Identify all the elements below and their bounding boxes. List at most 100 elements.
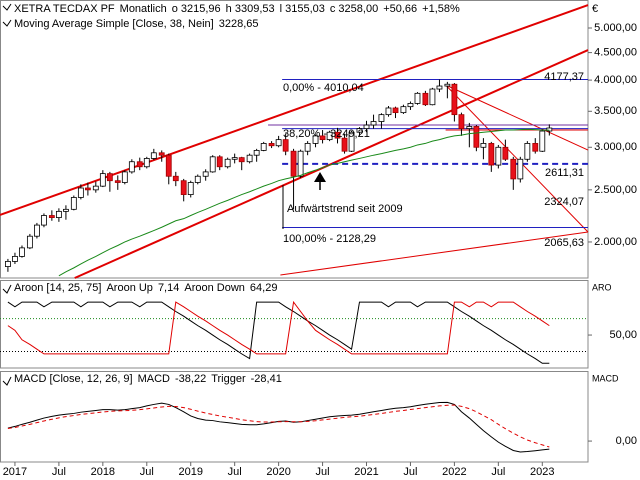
candle-body	[194, 175, 201, 183]
candle-body	[158, 152, 165, 156]
x-tick-label: 2018	[91, 466, 115, 478]
fib-label: 100,00% - 2128,29	[283, 233, 376, 245]
legend-text: 3228,65	[219, 18, 259, 30]
candle-body	[502, 146, 509, 160]
candle-body	[414, 92, 421, 104]
series-line	[7, 300, 550, 355]
legend-text: Trigger	[211, 373, 246, 385]
candle-body	[275, 139, 282, 147]
x-tick-label: 2023	[530, 466, 554, 478]
candle-body	[436, 85, 443, 90]
candle-body	[429, 88, 436, 106]
candle-body	[41, 215, 47, 226]
candle-body	[92, 185, 99, 191]
line-label: 2065,63	[544, 237, 584, 249]
plot-layers: 2.000,00 2.500,00 3.000,00 3.500,00 4.000,00…	[0, 3, 637, 478]
x-tick-label: 2021	[354, 466, 378, 478]
candle-body	[12, 256, 18, 262]
y-unit: €	[592, 3, 598, 15]
candle-body	[385, 107, 392, 116]
drawing-line	[445, 84, 589, 233]
x-tick-label: 2017	[3, 466, 27, 478]
candle-body	[48, 215, 55, 218]
candle-body	[209, 156, 216, 173]
x-tick-label: Jul	[316, 466, 330, 478]
candle-body	[150, 152, 157, 159]
candle-body	[392, 107, 399, 114]
line-label: 2324,07	[544, 196, 584, 208]
candle-body	[114, 180, 121, 183]
legend-text: h 3309,53	[226, 3, 275, 15]
candle-body	[143, 158, 150, 168]
candle-body	[246, 154, 253, 163]
header-icon	[2, 284, 12, 294]
header-icon	[2, 3, 12, 11]
x-tick-label: 2022	[442, 466, 466, 478]
drawing-line	[0, 4, 589, 216]
candle-body	[106, 173, 113, 182]
candle-body	[180, 180, 187, 195]
candle-body	[187, 182, 194, 195]
legend-text: MACD [Close, 12, 26, 9]	[14, 373, 133, 385]
candle-body	[400, 106, 407, 114]
candle-body	[260, 143, 267, 151]
x-tick-label: 2019	[178, 466, 202, 478]
legend-text: +50,66	[383, 3, 417, 15]
candle-body	[136, 161, 143, 168]
legend-text: -28,41	[251, 373, 282, 385]
candle-body	[172, 175, 179, 182]
candle-body	[378, 114, 385, 122]
candle-body	[480, 143, 487, 148]
candle-body	[319, 135, 326, 141]
x-tick-label: Jul	[403, 466, 417, 478]
annotation: Aufwärtstrend seit 2009	[287, 203, 403, 215]
y-tick-label: 5.000,00	[594, 22, 637, 34]
legend-text: Aroon [14, 25, 75]	[14, 282, 101, 294]
legend-text: -38,22	[175, 373, 206, 385]
candle-body	[422, 92, 429, 106]
axis-label: MACD	[592, 373, 619, 383]
x-tick-label: Jul	[140, 466, 154, 478]
macd-panel-frame	[0, 371, 589, 463]
candle-body	[363, 124, 370, 129]
legend-text: XETRA TECDAX PF	[14, 3, 115, 15]
header-icon	[2, 19, 12, 27]
candle-body	[341, 137, 348, 152]
legend-text: o 3215,96	[172, 3, 221, 15]
candle-body	[546, 127, 553, 132]
drawing-line	[445, 84, 589, 151]
candle-body	[5, 261, 11, 267]
series-line	[58, 128, 550, 277]
candle-body	[224, 158, 231, 168]
candle-body	[304, 143, 311, 152]
fib-label: 38,20% - 3249,21	[283, 128, 370, 140]
line-label: 4177,37	[544, 71, 584, 83]
candle-body	[55, 210, 62, 218]
candle-body	[26, 235, 33, 249]
candle-body	[77, 187, 84, 198]
candle-body	[444, 83, 451, 87]
y-tick-label: 4.000,00	[594, 74, 637, 86]
legend-text: 7,14	[158, 282, 179, 294]
series-line	[7, 301, 550, 364]
candle-body	[488, 143, 495, 166]
candle-body	[407, 103, 414, 108]
candle-body	[312, 135, 319, 144]
line-label: 2611,31	[545, 167, 584, 179]
candle-body	[524, 143, 531, 160]
legend-text: +1,58%	[422, 3, 460, 15]
series-line	[7, 404, 550, 448]
candle-body	[458, 114, 465, 129]
legend-text: Aroon Up	[106, 282, 152, 294]
aroon-panel-frame	[0, 280, 589, 369]
legend-text: l 3155,03	[280, 3, 325, 15]
candle-body	[63, 208, 69, 212]
candle-body	[70, 197, 77, 210]
legend-text: MACD	[138, 373, 170, 385]
candle-body	[290, 150, 297, 177]
candle-body	[297, 150, 304, 177]
candle-body	[282, 139, 289, 152]
candle-body	[517, 158, 524, 180]
